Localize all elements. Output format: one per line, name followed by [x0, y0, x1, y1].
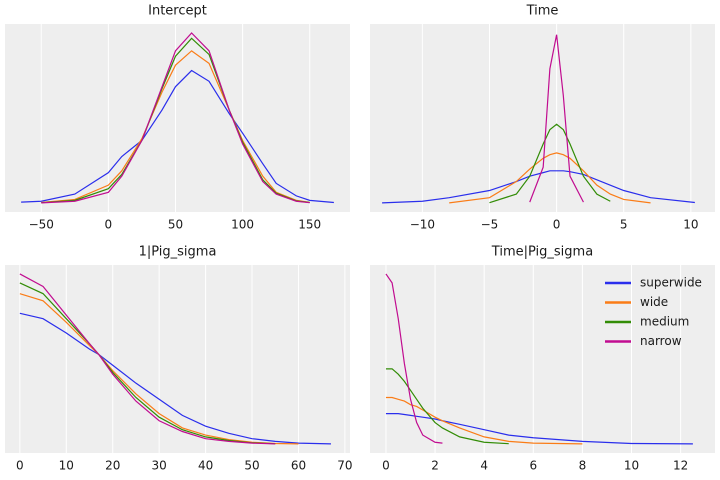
- x-tick-label: 4: [480, 459, 488, 473]
- x-tick-label: 100: [231, 218, 254, 232]
- density-line: [385, 413, 693, 445]
- density-line: [19, 282, 276, 445]
- density-line: [41, 50, 310, 204]
- x-tick-label: 8: [579, 459, 587, 473]
- density-line: [19, 312, 331, 445]
- density-line: [21, 69, 334, 204]
- x-tick-label: 10: [683, 218, 698, 232]
- panel-title: 1|Pig_sigma: [139, 245, 217, 260]
- x-tick-label: 0: [105, 218, 113, 232]
- density-line: [41, 32, 310, 204]
- density-line: [385, 273, 443, 444]
- x-tick-label: −5: [481, 218, 499, 232]
- plot-area: [5, 265, 350, 453]
- legend-label: superwide: [640, 276, 702, 290]
- legend-label: narrow: [640, 334, 682, 348]
- x-tick-label: 0: [16, 459, 24, 473]
- x-tick-label: 30: [152, 459, 167, 473]
- x-tick-label: 50: [244, 459, 259, 473]
- density-line: [385, 368, 509, 445]
- x-tick-label: 50: [168, 218, 183, 232]
- density-line: [489, 123, 611, 204]
- legend-label: medium: [640, 315, 689, 329]
- x-tick-label: −50: [29, 218, 54, 232]
- x-tick-label: 5: [620, 218, 628, 232]
- legend-label: wide: [640, 295, 668, 309]
- x-tick-label: 70: [337, 459, 352, 473]
- x-tick-label: 40: [198, 459, 213, 473]
- panel-title: Time: [526, 4, 559, 19]
- x-tick-label: 0: [382, 459, 390, 473]
- x-tick-label: 12: [673, 459, 688, 473]
- density-line: [449, 152, 651, 204]
- x-tick-label: 150: [298, 218, 321, 232]
- x-tick-label: 60: [291, 459, 306, 473]
- plot-area: [370, 24, 715, 212]
- x-tick-label: 10: [624, 459, 639, 473]
- density-line: [529, 34, 584, 203]
- panel-title: Time|Pig_sigma: [491, 245, 593, 260]
- x-tick-label: −10: [410, 218, 435, 232]
- x-tick-label: 20: [105, 459, 120, 473]
- x-tick-label: 10: [59, 459, 74, 473]
- plot-area: [5, 24, 350, 212]
- x-tick-label: 2: [431, 459, 439, 473]
- x-tick-label: 0: [553, 218, 561, 232]
- x-tick-label: 6: [529, 459, 537, 473]
- plot-area: [370, 265, 715, 453]
- density-line: [385, 396, 583, 445]
- density-line: [382, 170, 695, 204]
- density-line: [19, 273, 276, 445]
- panel-title: Intercept: [148, 4, 207, 19]
- density-line: [41, 37, 310, 204]
